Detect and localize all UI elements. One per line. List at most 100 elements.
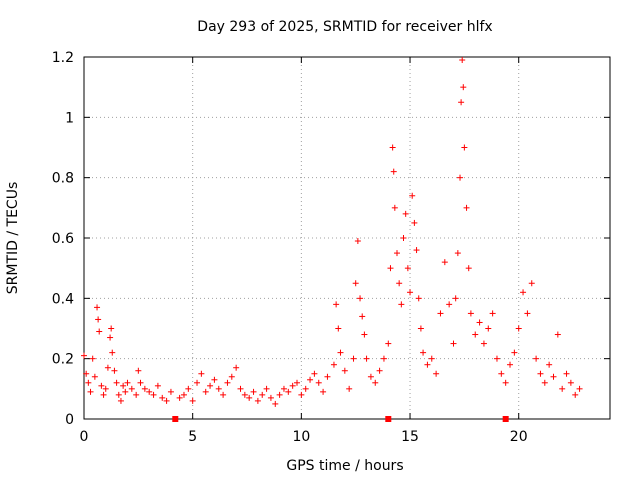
data-point bbox=[215, 385, 222, 392]
data-point bbox=[454, 250, 461, 257]
data-point bbox=[389, 144, 396, 151]
data-point bbox=[83, 370, 90, 377]
data-point bbox=[515, 325, 522, 332]
data-point bbox=[207, 382, 214, 389]
data-point bbox=[341, 367, 348, 374]
data-point bbox=[194, 379, 201, 386]
data-point bbox=[420, 349, 427, 356]
data-point bbox=[224, 379, 231, 386]
data-point bbox=[480, 340, 487, 347]
data-point bbox=[85, 379, 92, 386]
data-point bbox=[337, 349, 344, 356]
data-point bbox=[128, 385, 135, 392]
data-point bbox=[450, 340, 457, 347]
data-point bbox=[400, 235, 407, 241]
data-point bbox=[390, 168, 397, 175]
data-point bbox=[185, 385, 192, 392]
data-point bbox=[241, 391, 248, 398]
data-point bbox=[267, 394, 274, 401]
data-point bbox=[133, 391, 140, 398]
data-point bbox=[367, 373, 374, 380]
data-point bbox=[417, 325, 424, 332]
data-point bbox=[311, 370, 318, 377]
zero-marker bbox=[502, 416, 509, 422]
data-point bbox=[167, 388, 174, 395]
zero-markers bbox=[172, 416, 509, 422]
zero-marker bbox=[172, 416, 179, 422]
data-point bbox=[94, 304, 101, 311]
data-point bbox=[576, 385, 583, 392]
grid-layer bbox=[84, 57, 610, 419]
data-point bbox=[376, 367, 383, 374]
data-point bbox=[424, 361, 431, 368]
data-point bbox=[402, 210, 409, 217]
data-point bbox=[294, 379, 301, 386]
data-point bbox=[346, 385, 353, 392]
data-point bbox=[272, 400, 279, 407]
y-tick-label: 0 bbox=[65, 412, 74, 428]
data-point bbox=[146, 388, 153, 395]
data-point bbox=[95, 316, 102, 323]
plot-frame bbox=[83, 56, 611, 420]
data-point bbox=[476, 319, 483, 326]
data-point bbox=[113, 379, 120, 386]
data-point bbox=[472, 331, 479, 338]
zero-marker bbox=[385, 416, 392, 422]
data-point bbox=[485, 325, 492, 332]
data-point bbox=[202, 388, 209, 395]
data-point bbox=[396, 280, 403, 287]
data-point bbox=[198, 370, 205, 377]
data-point bbox=[446, 301, 453, 308]
data-point bbox=[81, 352, 87, 359]
data-point bbox=[511, 349, 518, 356]
data-point bbox=[467, 310, 474, 317]
data-point bbox=[137, 379, 144, 386]
data-point bbox=[333, 301, 340, 308]
data-point bbox=[559, 385, 566, 392]
tick-layer: 0 5 10 15 20 0 0.2 0.4 0.6 0.8 1 1.2 bbox=[52, 50, 610, 445]
data-point bbox=[524, 310, 531, 317]
data-point bbox=[391, 204, 398, 211]
data-point bbox=[124, 379, 131, 386]
data-point bbox=[246, 394, 253, 401]
data-point bbox=[441, 259, 448, 266]
x-tick-label: 20 bbox=[510, 429, 528, 445]
data-point bbox=[411, 219, 418, 226]
data-point bbox=[109, 349, 116, 356]
data-point bbox=[111, 367, 118, 374]
data-point bbox=[335, 325, 342, 332]
data-point bbox=[567, 379, 574, 386]
data-point bbox=[237, 385, 244, 392]
data-point bbox=[463, 204, 470, 211]
data-point bbox=[357, 295, 364, 302]
data-point bbox=[141, 385, 148, 392]
y-tick-label: 0.4 bbox=[52, 291, 74, 307]
data-point bbox=[413, 247, 420, 254]
data-point bbox=[330, 361, 337, 368]
y-tick-label: 0.6 bbox=[52, 231, 74, 247]
data-point bbox=[520, 289, 527, 296]
data-point bbox=[493, 355, 500, 362]
data-point bbox=[96, 328, 103, 335]
data-point bbox=[315, 379, 322, 386]
data-point bbox=[461, 144, 468, 151]
data-point bbox=[302, 385, 309, 392]
data-point bbox=[163, 397, 170, 404]
data-point bbox=[263, 385, 270, 392]
data-point bbox=[159, 394, 166, 401]
data-point bbox=[122, 388, 129, 395]
data-point bbox=[415, 295, 422, 302]
data-point bbox=[307, 376, 314, 383]
data-point bbox=[354, 238, 361, 245]
data-point bbox=[409, 192, 416, 199]
data-point bbox=[363, 355, 370, 362]
data-point bbox=[457, 174, 464, 181]
data-point bbox=[546, 361, 553, 368]
data-point bbox=[154, 382, 161, 389]
data-point bbox=[385, 340, 392, 347]
data-point bbox=[189, 397, 196, 404]
data-point bbox=[563, 370, 570, 377]
y-tick-label: 0.2 bbox=[52, 352, 74, 368]
data-point bbox=[361, 331, 368, 338]
data-point bbox=[108, 325, 115, 332]
